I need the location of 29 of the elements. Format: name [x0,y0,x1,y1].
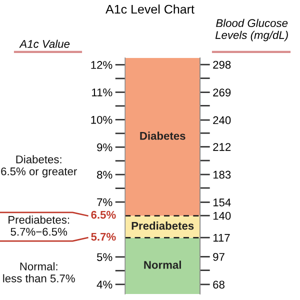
band-label: Prediabetes [132,222,194,230]
y-tick-label: 7% [97,198,112,206]
band-label: Normal [144,260,181,269]
ref-line-label: 5.7% [91,232,116,241]
y2-tick-label: 240 [213,116,231,124]
y2-tick-label: 117 [213,234,230,242]
y-tick-label: 9% [97,143,112,152]
ref-line-label: 6.5% [91,210,116,219]
y-tick-label: 11% [92,88,112,96]
y-tick-label: 10% [91,116,112,124]
y2-tick-label: 97 [213,252,224,261]
chart-title: A1c Level Chart [106,4,194,14]
y2-tick-label: 140 [213,212,231,220]
y2-tick-label: 212 [213,143,231,151]
y2-tick-label: 269 [213,88,231,96]
y-axis-title: A1c Value [19,40,70,48]
text: Normal: less than 5.7% [3,262,75,282]
y-tick-label: 4% [96,280,112,288]
text: Prediabetes: 5.7%−6.5% [8,216,70,236]
y2-tick-label: 154 [213,198,231,206]
y2-tick-label: 298 [213,60,231,69]
y2-tick-label: 183 [213,170,231,179]
band-label: Diabetes [140,132,186,140]
y2-axis-title: Blood Glucose Levels (mg/dL) [215,18,288,42]
y-tick-label: 12% [91,61,112,69]
text: Diabetes: 6.5% or greater [1,155,77,178]
y-tick-label: 5% [96,253,112,262]
y2-tick-label: 68 [213,280,224,289]
y-tick-label: 8% [97,170,112,179]
